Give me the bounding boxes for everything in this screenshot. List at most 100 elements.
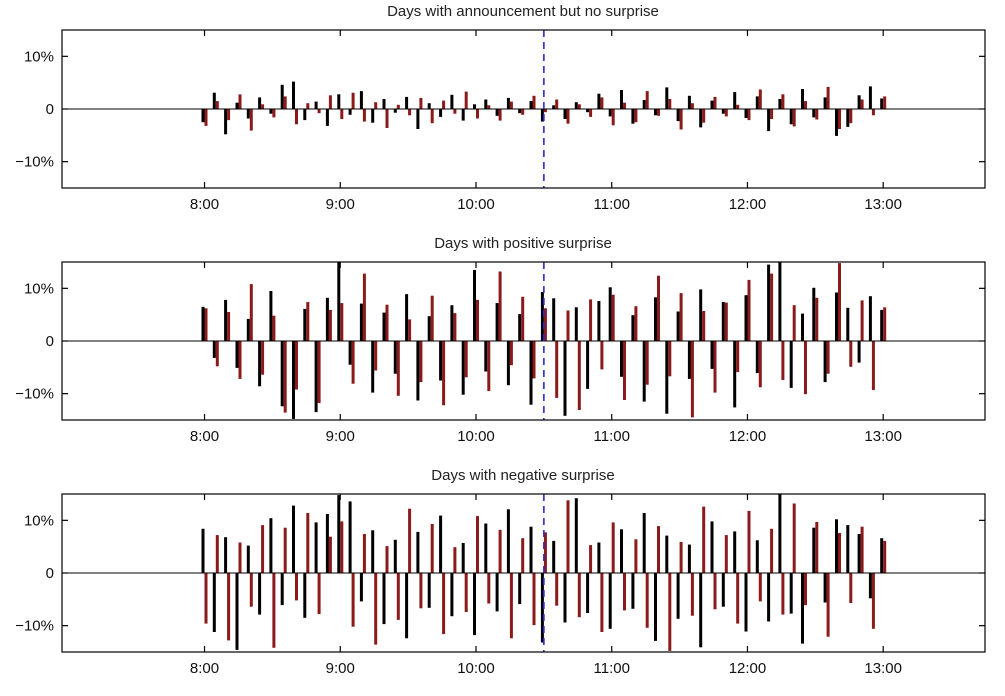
black-bars-bar	[846, 307, 850, 341]
black-bars-bar	[676, 573, 680, 619]
x-tick-label: 11:00	[594, 428, 630, 445]
black-bars-bar	[325, 514, 329, 573]
dark-red-bars-bar	[476, 299, 479, 341]
y-tick-label: 0	[46, 565, 54, 582]
y-tick-label: 10%	[24, 280, 54, 297]
black-bars-bar	[246, 318, 250, 341]
black-bars-bar	[416, 341, 420, 401]
dark-red-bars-bar	[600, 341, 604, 370]
black-bars-bar	[620, 529, 623, 573]
black-bars-bar	[880, 538, 884, 573]
y-tick-label: −10%	[15, 154, 54, 171]
dark-red-bars-bar	[442, 100, 446, 109]
black-bars-bar	[325, 297, 329, 341]
dark-red-bars-bar	[340, 109, 344, 119]
black-bars-bar	[212, 573, 216, 632]
dark-red-bars-bar	[509, 573, 513, 639]
black-bars-bar	[348, 109, 352, 115]
black-bars-bar	[461, 109, 465, 121]
dark-red-bars-bar	[408, 508, 412, 573]
dark-red-bars-bar	[374, 341, 378, 371]
black-bars-bar	[812, 287, 816, 341]
x-tick-label: 8:00	[190, 196, 219, 213]
black-bars-bar	[359, 91, 363, 109]
black-bars-bar	[699, 289, 703, 341]
black-bars-bar	[744, 573, 748, 632]
dark-red-bars-bar	[555, 573, 559, 606]
dark-red-bars-bar	[657, 526, 660, 573]
dark-red-bars-bar	[781, 341, 785, 380]
black-bars-bar	[608, 287, 612, 341]
dark-red-bars-bar	[543, 308, 547, 341]
black-bars-bar	[586, 109, 590, 113]
black-bars-bar	[597, 93, 601, 109]
bars-layer	[201, 81, 887, 136]
dark-red-bars-bar	[702, 506, 706, 573]
black-bars-bar	[405, 573, 409, 639]
dark-red-bars-bar	[396, 104, 400, 109]
black-bars-bar	[224, 537, 228, 573]
black-bars-bar	[654, 109, 657, 116]
dark-red-bars-bar	[532, 95, 536, 109]
dark-red-bars-bar	[396, 341, 400, 396]
dark-red-bars-bar	[634, 539, 638, 573]
x-tick-label: 13:00	[864, 660, 902, 677]
black-bars-bar	[405, 294, 409, 341]
black-bars-bar	[721, 573, 725, 607]
black-bars-bar	[631, 315, 635, 341]
black-bars-bar	[789, 109, 793, 125]
dark-red-bars-bar	[792, 109, 796, 127]
black-bars-bar	[529, 526, 533, 573]
dark-red-bars-bar	[351, 341, 355, 384]
black-bars-bar	[473, 269, 476, 341]
black-bars-bar	[506, 341, 510, 386]
black-bars-bar	[778, 99, 782, 109]
dark-red-bars-bar	[317, 109, 321, 114]
black-bars-bar	[224, 109, 228, 135]
dark-red-bars-bar	[883, 307, 887, 341]
black-bars-bar	[439, 341, 443, 381]
black-bars-bar	[393, 109, 397, 113]
black-bars-bar	[416, 531, 420, 573]
black-bars-bar	[608, 573, 612, 629]
dark-red-bars-bar	[351, 573, 355, 627]
black-bars-bar	[337, 262, 341, 341]
dark-red-bars-bar	[589, 545, 593, 573]
dark-red-bars-bar	[668, 99, 672, 109]
black-bars-bar	[235, 102, 239, 109]
dark-red-bars-bar	[611, 109, 615, 126]
dark-red-bars-bar	[487, 105, 491, 109]
black-bars-bar	[292, 81, 295, 109]
black-bars-bar	[835, 292, 838, 341]
black-bars-bar	[687, 341, 691, 379]
dark-red-bars-bar	[679, 541, 683, 573]
black-bars-bar	[755, 96, 759, 109]
chart-title: Days with positive surprise	[434, 235, 612, 252]
black-bars-bar	[823, 97, 827, 109]
dark-red-bars-bar	[509, 341, 513, 366]
dark-red-bars-bar	[385, 109, 389, 128]
dark-red-bars-bar	[419, 97, 423, 109]
black-bars-bar	[755, 341, 759, 374]
x-tick-label: 9:00	[326, 660, 355, 677]
dark-red-bars-bar	[476, 109, 479, 119]
dark-red-bars-bar	[736, 104, 740, 109]
dark-red-bars-bar	[227, 109, 231, 121]
black-bars-bar	[654, 573, 657, 641]
dark-red-bars-bar	[611, 522, 615, 573]
black-bars-bar	[631, 573, 635, 609]
dark-red-bars-bar	[634, 306, 638, 341]
black-bars-bar	[540, 292, 544, 341]
black-bars-bar	[359, 303, 363, 341]
black-bars-bar	[823, 341, 827, 383]
black-bars-bar	[846, 525, 850, 573]
black-bars-bar	[348, 501, 352, 573]
black-bars-bar	[484, 523, 488, 573]
black-bars-bar	[540, 573, 544, 643]
x-tick-label: 13:00	[864, 428, 902, 445]
dark-red-bars-bar	[272, 573, 276, 648]
dark-red-bars-bar	[521, 296, 525, 341]
y-tick-label: 0	[46, 101, 54, 118]
black-bars-bar	[563, 109, 567, 119]
dark-red-bars-bar	[283, 96, 287, 109]
